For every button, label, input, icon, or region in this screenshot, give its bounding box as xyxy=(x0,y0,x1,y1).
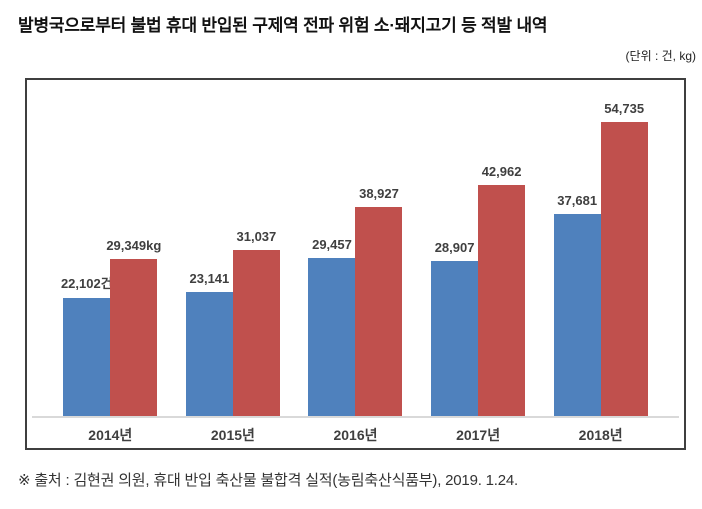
bar-group-2016년: 29,457 38,927 xyxy=(308,186,403,417)
x-axis-label-2018년: 2018년 xyxy=(578,427,623,443)
bar-wrap-kg-2015년: 31,037 xyxy=(232,229,280,417)
bar-cases-2017년 xyxy=(431,261,479,417)
x-axis-label-2014년: 2014년 xyxy=(88,427,133,443)
bar-wrap-kg-2016년: 38,927 xyxy=(355,186,403,417)
chart-title: 발병국으로부터 불법 휴대 반입된 구제역 전파 위험 소·돼지고기 등 적발 … xyxy=(18,16,548,35)
bar-group-2014년: 22,102건 29,349kg xyxy=(60,238,161,417)
bar-cases-2018년 xyxy=(553,214,601,417)
x-axis-label-2016년: 2016년 xyxy=(333,427,378,443)
x-axis-labels: 2014년 2015년 2016년 2017년 2018년 xyxy=(27,425,684,445)
bar-group-2018년: 37,681 54,735 xyxy=(553,101,648,417)
bar-wrap-kg-2018년: 54,735 xyxy=(600,101,648,417)
x-axis-label-2017년: 2017년 xyxy=(456,427,501,443)
x-axis-label-2015년: 2015년 xyxy=(210,427,255,443)
bar-wrap-kg-2017년: 42,962 xyxy=(478,164,526,417)
bar-kg-2014년 xyxy=(110,259,158,417)
bar-kg-2016년 xyxy=(355,207,403,417)
source-note: ※ 출처 : 김현권 의원, 휴대 반입 축산물 불합격 실적(농림축산식품부)… xyxy=(18,472,519,489)
value-label-cases-2014년: 22,102건 xyxy=(60,276,113,291)
value-label-kg-2018년: 54,735 xyxy=(604,101,645,116)
bar-cases-2015년 xyxy=(185,292,233,417)
x-axis-line xyxy=(32,416,679,418)
value-label-cases-2018년: 37,681 xyxy=(557,193,598,208)
bar-wrap-cases-2015년: 23,141 xyxy=(185,271,233,417)
bar-cases-2014년 xyxy=(63,298,111,417)
bar-wrap-cases-2016년: 29,457 xyxy=(308,237,356,417)
unit-label: (단위 : 건, kg) xyxy=(625,49,696,63)
bar-kg-2017년 xyxy=(478,185,526,417)
bar-group-2015년: 23,141 31,037 xyxy=(185,229,280,417)
chart-area: 22,102건 29,349kg 23,141 31,037 29,457 38,927 2… xyxy=(25,78,686,450)
plot-area: 22,102건 29,349kg 23,141 31,037 29,457 38,927 2… xyxy=(27,80,684,417)
bar-group-2017년: 28,907 42,962 xyxy=(431,164,526,417)
bar-wrap-kg-2014년: 29,349kg xyxy=(106,238,161,417)
value-label-kg-2015년: 31,037 xyxy=(236,229,277,244)
bar-cases-2016년 xyxy=(308,258,356,417)
bar-wrap-cases-2018년: 37,681 xyxy=(553,193,601,417)
value-label-cases-2016년: 29,457 xyxy=(312,237,352,252)
value-label-cases-2015년: 23,141 xyxy=(189,271,230,286)
bar-kg-2015년 xyxy=(232,250,280,417)
bar-wrap-cases-2014년: 22,102건 xyxy=(60,273,113,417)
value-label-kg-2017년: 42,962 xyxy=(481,164,522,179)
value-label-kg-2016년: 38,927 xyxy=(359,186,399,201)
value-label-cases-2017년: 28,907 xyxy=(434,240,475,255)
bar-wrap-cases-2017년: 28,907 xyxy=(431,240,479,417)
value-label-kg-2014년: 29,349kg xyxy=(106,238,162,253)
bar-kg-2018년 xyxy=(600,122,648,417)
